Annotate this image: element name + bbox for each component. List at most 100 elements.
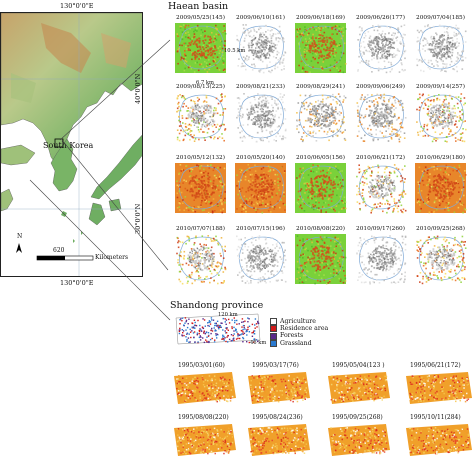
haean-panel-date: 2009/08/21(233) <box>236 84 285 90</box>
shandong-height-label: 46 km <box>250 340 267 346</box>
shandong-landcover-map <box>174 312 264 346</box>
haean-ndvi-image <box>416 93 467 143</box>
legend-label: Residence area <box>280 325 329 333</box>
haean-ndvi-image <box>176 235 227 285</box>
shandong-panel: 1995/03/17(76) <box>246 362 312 412</box>
haean-ndvi-image <box>356 235 407 285</box>
shandong-panel: 1995/09/25(268) <box>326 414 392 464</box>
haean-panel-date: 2009/06/10(161) <box>236 15 285 21</box>
haean-panel: 2010/09/17(260) <box>354 226 407 285</box>
legend-swatch <box>270 318 277 326</box>
shandong-legend: Agriculture Residence area Forests Grasslan… <box>270 318 328 347</box>
shandong-ndvi-image <box>174 372 236 404</box>
haean-panel-date: 2009/05/25(145) <box>176 15 225 21</box>
shandong-ndvi-image <box>174 424 236 456</box>
shandong-ndvi-image <box>328 424 390 456</box>
country-label-south-korea: South Korea <box>43 141 94 150</box>
shandong-ndvi-image <box>406 424 472 456</box>
haean-panel-date: 2010/07/07(188) <box>176 226 225 232</box>
haean-ndvi-image <box>356 164 407 214</box>
scale-unit-label: Kilometers <box>95 254 129 261</box>
legend-label: Grassland <box>280 339 312 347</box>
shandong-ndvi-image <box>248 424 310 456</box>
shandong-panel-date: 1995/08/24(236) <box>252 414 303 421</box>
haean-panel: 2009/06/10(161) <box>234 15 287 74</box>
haean-panel-date: 2010/05/20(140) <box>236 155 285 161</box>
haean-panel: 2010/06/05(156) <box>294 155 347 213</box>
haean-width-label: 10.5 km <box>224 48 246 54</box>
shandong-panel: 1995/06/21(172) <box>404 362 474 412</box>
haean-panel: 2009/09/06(249) <box>354 84 407 143</box>
shandong-panel-date: 1995/09/25(268) <box>332 414 383 421</box>
haean-panel-date: 2009/08/13(225) <box>176 84 225 90</box>
shandong-panel-date: 1995/03/17(76) <box>252 362 299 369</box>
haean-panel: 2010/06/21(172) <box>354 155 407 214</box>
haean-ndvi-image <box>295 23 347 74</box>
longitude-top-label: 130°0'0"E <box>60 2 94 10</box>
haean-panel: 2010/06/29(180) <box>414 155 467 214</box>
haean-panel-date: 2009/06/18(169) <box>296 15 345 21</box>
haean-ndvi-image <box>236 235 287 285</box>
scale-value-label: 620 <box>53 247 65 254</box>
haean-panel-date: 2010/08/08(220) <box>296 226 345 232</box>
legend-item: Grassland <box>270 340 328 347</box>
haean-ndvi-image <box>356 93 407 143</box>
haean-panel-date: 2010/06/21(172) <box>356 155 405 161</box>
haean-panel-date: 2009/09/06(249) <box>356 84 405 90</box>
shandong-panel-date: 1995/06/21(172) <box>410 362 461 369</box>
haean-panel: 2009/08/13(225) <box>174 84 227 142</box>
haean-ndvi-image <box>295 163 347 213</box>
shandong-panel: 1995/08/24(236) <box>246 414 312 464</box>
haean-panel: 2009/05/25(145) <box>174 15 227 73</box>
haean-panel: 2009/08/21(233) <box>234 84 287 143</box>
haean-ndvi-image <box>235 163 286 214</box>
legend-swatch <box>270 339 277 347</box>
haean-panel-date: 2009/09/14(257) <box>416 84 465 90</box>
longitude-bottom-label: 130°0'0"E <box>60 279 94 287</box>
shandong-panel: 1995/03/01(60) <box>172 362 238 412</box>
haean-panel-date: 2010/06/29(180) <box>416 155 465 161</box>
haean-ndvi-image <box>416 24 467 73</box>
haean-panel-date: 2010/06/05(156) <box>296 155 345 161</box>
haean-panel: 2010/07/07(188) <box>174 226 227 285</box>
haean-ndvi-image <box>236 24 287 74</box>
haean-ndvi-image <box>357 24 407 74</box>
haean-panel: 2010/05/20(140) <box>234 155 287 214</box>
haean-panel: 2009/07/04(185) <box>414 15 467 73</box>
legend-item: Residence area <box>270 325 329 333</box>
legend-label: Forests <box>280 332 304 340</box>
haean-height-label: 6.7 km <box>196 80 214 86</box>
haean-ndvi-image <box>415 163 467 214</box>
shandong-panel-date: 1995/10/11(284) <box>410 414 461 421</box>
haean-panel: 2009/06/26(177) <box>354 15 407 74</box>
haean-panel-date: 2009/06/26(177) <box>356 15 405 21</box>
haean-panel-date: 2010/05/12(132) <box>176 155 225 161</box>
haean-panel-date: 2010/07/15(196) <box>236 226 285 232</box>
location-map: South Korea N 620 Kilometers <box>0 12 143 277</box>
haean-ndvi-image <box>176 93 227 142</box>
north-arrow-icon <box>16 243 22 253</box>
haean-panel-date: 2009/08/29(241) <box>296 84 345 90</box>
haean-ndvi-image <box>175 163 226 214</box>
shandong-title: Shandong province <box>170 300 264 311</box>
haean-panel: 2010/05/12(132) <box>174 155 227 214</box>
haean-panel-date: 2009/07/04(185) <box>416 15 465 21</box>
north-label: N <box>17 233 23 240</box>
shandong-panel-date: 1995/03/01(60) <box>178 362 225 369</box>
shandong-ndvi-image <box>248 372 310 404</box>
shandong-ndvi-image <box>406 372 472 404</box>
haean-panel: 2009/06/18(169) <box>294 15 347 74</box>
haean-basin-title: Haean basin <box>168 1 229 12</box>
haean-ndvi-image <box>416 235 467 285</box>
shandong-ndvi-image <box>328 372 390 404</box>
haean-ndvi-image <box>296 93 347 143</box>
haean-panel: 2010/08/08(220) <box>294 226 347 285</box>
legend-item: Agriculture <box>270 318 328 326</box>
shandong-panel: 1995/05/04(123 ) <box>326 362 392 412</box>
legend-label: Agriculture <box>280 318 316 325</box>
haean-panel-date: 2010/09/25(268) <box>416 226 465 232</box>
shandong-panel: 1995/10/11(284) <box>404 414 474 464</box>
haean-ndvi-image <box>295 234 347 285</box>
latitude-lower-label: 30°0'0"N <box>134 203 142 234</box>
